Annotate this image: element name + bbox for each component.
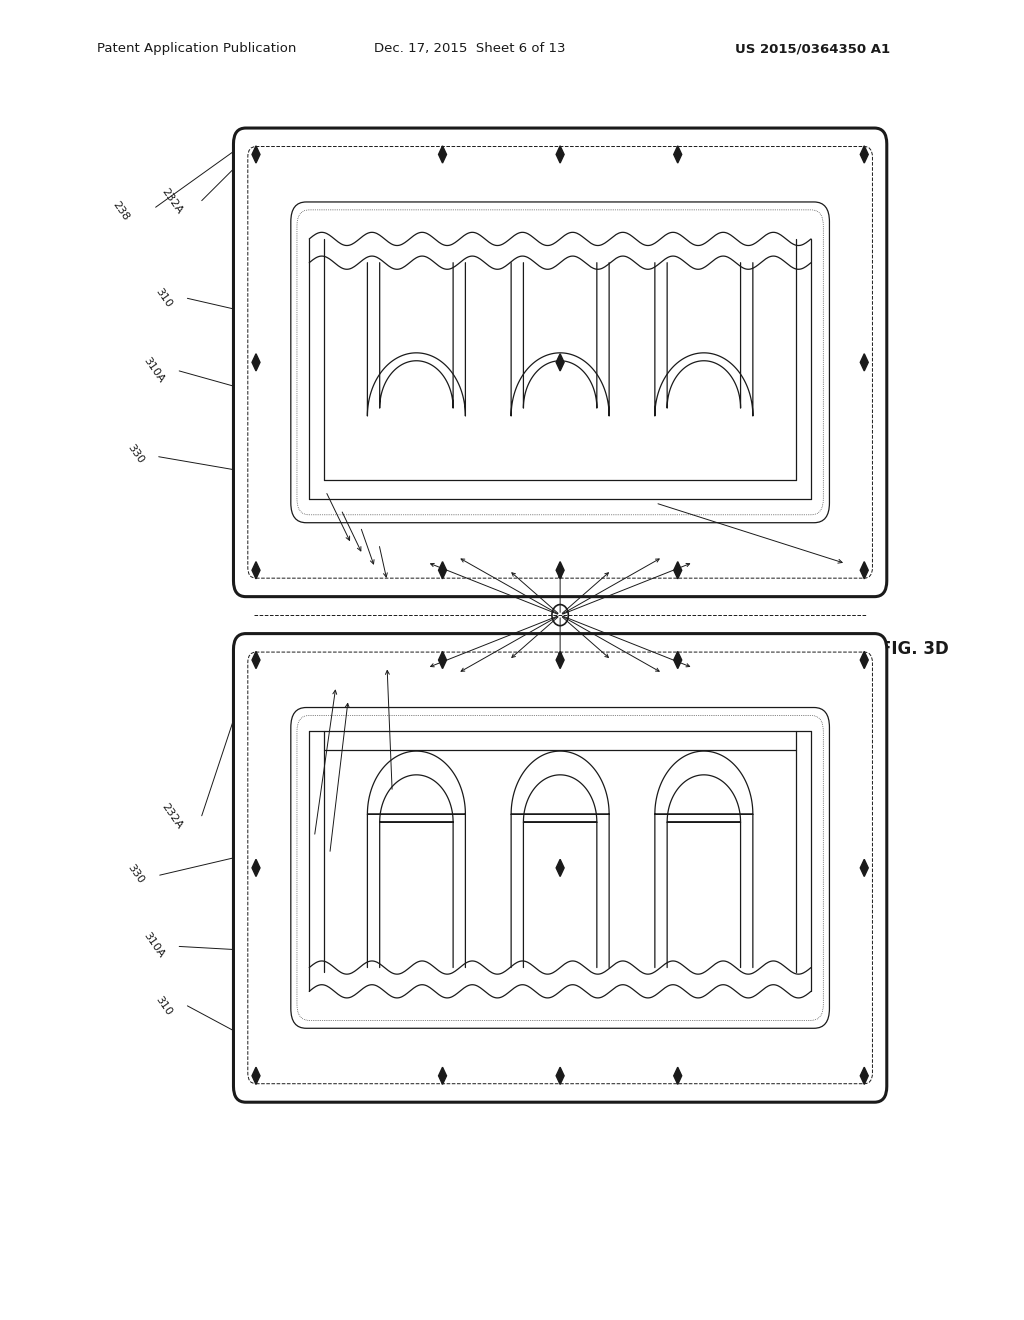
FancyBboxPatch shape (291, 708, 829, 1028)
Text: 310: 310 (154, 286, 174, 310)
Polygon shape (438, 652, 446, 668)
Polygon shape (438, 147, 446, 162)
Polygon shape (556, 652, 564, 668)
Polygon shape (252, 147, 260, 162)
Text: 232B: 232B (381, 787, 410, 797)
Text: 232A: 232A (160, 186, 184, 215)
Polygon shape (674, 652, 682, 668)
Polygon shape (556, 354, 564, 371)
Polygon shape (556, 1067, 564, 1085)
Text: 310: 310 (154, 994, 174, 1018)
FancyBboxPatch shape (233, 634, 887, 1102)
Text: 310C: 310C (327, 507, 355, 517)
Text: Patent Application Publication: Patent Application Publication (97, 42, 297, 55)
Polygon shape (860, 1067, 868, 1085)
Text: 232A: 232A (160, 801, 184, 830)
Text: FIG. 3D: FIG. 3D (880, 640, 949, 659)
Polygon shape (252, 1067, 260, 1085)
Text: 238: 238 (111, 199, 131, 223)
Text: 310A: 310A (141, 931, 166, 960)
Polygon shape (860, 562, 868, 578)
Polygon shape (438, 562, 446, 578)
FancyBboxPatch shape (291, 202, 829, 523)
Text: 330: 330 (125, 442, 145, 466)
Polygon shape (252, 652, 260, 668)
Polygon shape (860, 652, 868, 668)
Polygon shape (556, 562, 564, 578)
Text: 310A: 310A (141, 355, 166, 384)
Polygon shape (674, 1067, 682, 1085)
Polygon shape (438, 1067, 446, 1085)
Polygon shape (252, 562, 260, 578)
Polygon shape (252, 354, 260, 371)
Text: 310B: 310B (311, 487, 340, 498)
Text: US 2015/0364350 A1: US 2015/0364350 A1 (735, 42, 890, 55)
Text: 312: 312 (350, 524, 371, 535)
Text: 330: 330 (125, 862, 145, 886)
Text: 310B: 310B (300, 830, 329, 841)
Polygon shape (252, 859, 260, 876)
Polygon shape (556, 859, 564, 876)
Text: Dec. 17, 2015  Sheet 6 of 13: Dec. 17, 2015 Sheet 6 of 13 (374, 42, 565, 55)
Polygon shape (674, 147, 682, 162)
Text: 314: 314 (654, 500, 675, 511)
Polygon shape (674, 562, 682, 578)
FancyBboxPatch shape (233, 128, 887, 597)
Polygon shape (860, 354, 868, 371)
Text: 310C: 310C (315, 850, 344, 861)
Polygon shape (556, 147, 564, 162)
Polygon shape (860, 859, 868, 876)
Text: 232B: 232B (365, 541, 393, 552)
Polygon shape (860, 147, 868, 162)
